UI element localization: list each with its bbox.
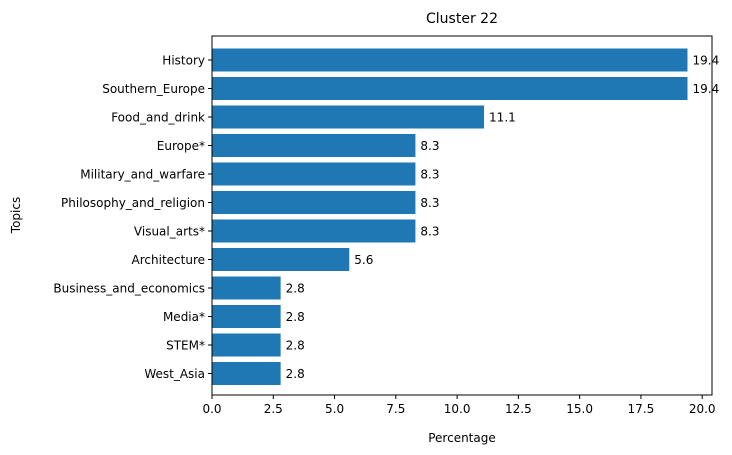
x-tick-label-8: 20.0 [689, 402, 716, 416]
y-tick-label-1: Southern_Europe [102, 82, 205, 96]
data-label-0: 19.4 [692, 54, 719, 68]
bar-2 [212, 105, 485, 129]
x-tick-label-3: 7.5 [386, 402, 405, 416]
data-label-5: 8.3 [420, 196, 439, 210]
data-label-4: 8.3 [420, 168, 439, 182]
bars-group [212, 48, 688, 385]
data-label-1: 19.4 [692, 82, 719, 96]
x-axis-label: Percentage [428, 431, 496, 445]
plot-frame [211, 35, 713, 396]
bar-7 [212, 248, 350, 271]
x-tick-label-5: 12.5 [505, 402, 532, 416]
x-tick-label-2: 5.0 [325, 402, 344, 416]
y-tick-label-9: Media* [163, 310, 205, 324]
y-tick-label-11: West_Asia [144, 367, 205, 381]
bar-3 [212, 134, 416, 157]
y-axis-ticks: History Southern_Europe Food_and_drink Euro… [53, 54, 212, 381]
y-tick-label-2: Food_and_drink [111, 111, 205, 125]
y-tick-label-7: Architecture [132, 253, 205, 267]
x-tick-label-7: 17.5 [628, 402, 655, 416]
bar-1 [212, 77, 688, 100]
y-tick-label-8: Business_and_economics [53, 282, 205, 296]
y-tick-label-4: Military_and_warfare [80, 168, 205, 182]
data-label-6: 8.3 [420, 225, 439, 239]
data-label-10: 2.8 [286, 339, 305, 353]
y-tick-label-6: Visual_arts* [134, 225, 205, 239]
bar-6 [212, 219, 416, 243]
bar-9 [212, 305, 281, 328]
data-label-2: 11.1 [489, 111, 516, 125]
y-axis-label: Topics [9, 197, 23, 234]
data-label-8: 2.8 [286, 282, 305, 296]
data-label-7: 5.6 [354, 253, 373, 267]
y-tick-label-10: STEM* [166, 339, 205, 353]
bar-8 [212, 276, 281, 300]
y-tick-label-5: Philosophy_and_religion [61, 196, 205, 210]
x-tick-label-4: 10.0 [444, 402, 471, 416]
x-tick-label-6: 15.0 [566, 402, 593, 416]
chart-title: Cluster 22 [426, 11, 498, 27]
data-labels-group: 19.4 19.4 11.1 8.3 8.3 8.3 8.3 5.6 2.8 2.8 2.8 2.8 [286, 54, 720, 382]
data-label-11: 2.8 [286, 367, 305, 381]
bar-5 [212, 191, 416, 214]
x-tick-label-0: 0.0 [202, 402, 221, 416]
bar-10 [212, 333, 281, 357]
bar-4 [212, 162, 416, 186]
x-axis-ticks: 0.0 2.5 5.0 7.5 10.0 12.5 15.0 17.5 20.0 [202, 395, 716, 416]
data-label-9: 2.8 [286, 310, 305, 324]
bar-11 [212, 362, 281, 385]
y-tick-label-3: Europe* [157, 139, 205, 153]
y-tick-label-0: History [162, 54, 205, 68]
data-label-3: 8.3 [420, 139, 439, 153]
x-tick-label-1: 2.5 [264, 402, 283, 416]
bar-0 [212, 48, 688, 72]
